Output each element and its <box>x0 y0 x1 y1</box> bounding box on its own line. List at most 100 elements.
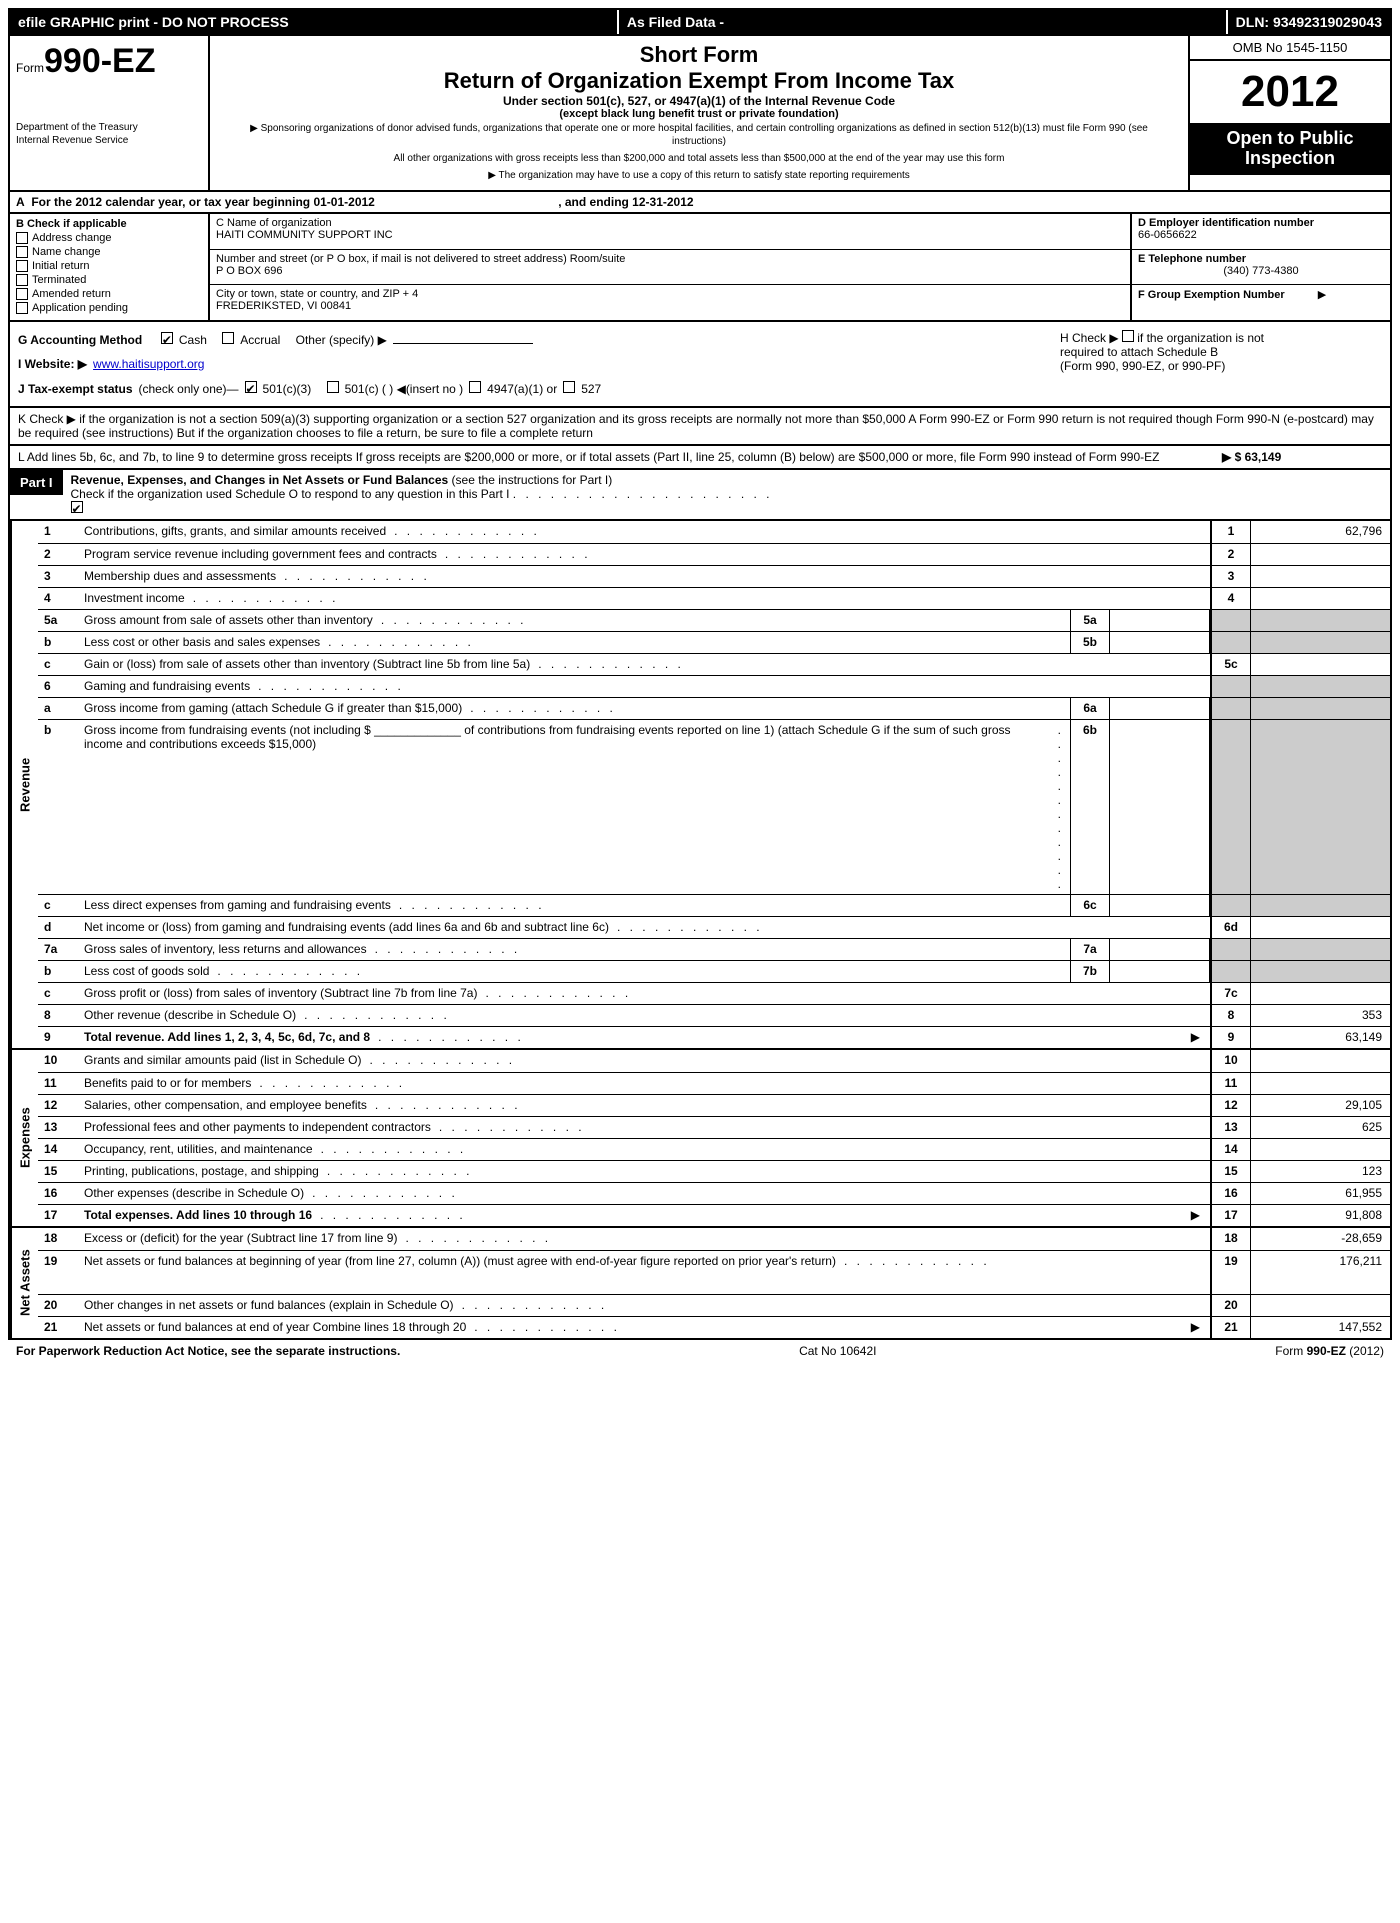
form-header: Form990-EZ Department of the Treasury In… <box>8 36 1392 192</box>
chk-amended[interactable] <box>16 288 28 300</box>
line-number: 18 <box>38 1228 78 1250</box>
line-desc: Gain or (loss) from sale of assets other… <box>78 654 1210 675</box>
line-desc: Salaries, other compensation, and employ… <box>78 1095 1210 1116</box>
line-desc: Gross profit or (loss) from sales of inv… <box>78 983 1210 1004</box>
line-amount <box>1250 917 1390 938</box>
line-number: b <box>38 720 78 894</box>
line-number: 19 <box>38 1251 78 1294</box>
line-mini-num: 7b <box>1070 961 1110 982</box>
open-public-1: Open to Public <box>1194 129 1386 149</box>
line-right-num: 19 <box>1210 1251 1250 1294</box>
line-amount: 353 <box>1250 1005 1390 1026</box>
line-desc: Total expenses. Add lines 10 through 16 … <box>78 1205 1210 1226</box>
line-desc: Net assets or fund balances at end of ye… <box>78 1317 1210 1338</box>
col-b-header: B Check if applicable <box>16 218 202 230</box>
line-row: 2Program service revenue including gover… <box>38 543 1390 565</box>
line-right-num: 1 <box>1210 521 1250 543</box>
side-expenses: Expenses <box>10 1050 38 1226</box>
part1-note: (see the instructions for Part I) <box>452 473 613 487</box>
form-number: 990-EZ <box>44 42 156 80</box>
row-h: H Check ▶ if the organization is not req… <box>1052 326 1382 402</box>
chk-501c[interactable] <box>327 381 339 393</box>
label-group: F Group Exemption Number <box>1138 289 1285 301</box>
line-right-num: 10 <box>1210 1050 1250 1072</box>
line-amount: 147,552 <box>1250 1317 1390 1338</box>
chk-h[interactable] <box>1122 330 1134 342</box>
line-row: 4Investment income . . . . . . . . . . .… <box>38 587 1390 609</box>
line-number: c <box>38 983 78 1004</box>
line-row: 19Net assets or fund balances at beginni… <box>38 1250 1390 1294</box>
line-number: 17 <box>38 1205 78 1226</box>
line-row: 3Membership dues and assessments . . . .… <box>38 565 1390 587</box>
line-right-num: 9 <box>1210 1027 1250 1048</box>
line-row: bLess cost or other basis and sales expe… <box>38 631 1390 653</box>
line-amount: 176,211 <box>1250 1251 1390 1294</box>
line-row: 9Total revenue. Add lines 1, 2, 3, 4, 5c… <box>38 1026 1390 1048</box>
line-mini-num: 5b <box>1070 632 1110 653</box>
line-amount <box>1250 654 1390 675</box>
line-desc: Gross amount from sale of assets other t… <box>78 610 1070 631</box>
line-desc: Contributions, gifts, grants, and simila… <box>78 521 1210 543</box>
line-row: 11Benefits paid to or for members . . . … <box>38 1072 1390 1094</box>
chk-terminated[interactable] <box>16 274 28 286</box>
website-link[interactable]: www.haitisupport.org <box>93 357 204 371</box>
line-amount <box>1250 961 1390 982</box>
chk-initial[interactable] <box>16 260 28 272</box>
footer-mid: Cat No 10642I <box>799 1344 876 1358</box>
chk-address[interactable] <box>16 232 28 244</box>
line-amount <box>1250 676 1390 697</box>
line-desc: Gaming and fundraising events . . . . . … <box>78 676 1210 697</box>
dept-irs: Internal Revenue Service <box>16 134 202 147</box>
col-c: C Name of organization HAITI COMMUNITY S… <box>210 214 1130 320</box>
line-amount <box>1250 895 1390 916</box>
line-amount: 29,105 <box>1250 1095 1390 1116</box>
line-desc: Excess or (deficit) for the year (Subtra… <box>78 1228 1210 1250</box>
line-mini-num: 5a <box>1070 610 1110 631</box>
line-right-num <box>1210 720 1250 894</box>
line-desc: Less direct expenses from gaming and fun… <box>78 895 1070 916</box>
line-mini-amt <box>1110 698 1210 719</box>
line-desc: Grants and similar amounts paid (list in… <box>78 1050 1210 1072</box>
chk-name[interactable] <box>16 246 28 258</box>
line-number: d <box>38 917 78 938</box>
line-row: 1Contributions, gifts, grants, and simil… <box>38 521 1390 543</box>
line-row: cGross profit or (loss) from sales of in… <box>38 982 1390 1004</box>
chk-501c3[interactable] <box>245 381 257 393</box>
line-desc: Other changes in net assets or fund bala… <box>78 1295 1210 1316</box>
row-l-amount: ▶ $ 63,149 <box>1222 450 1382 464</box>
line-number: 6 <box>38 676 78 697</box>
line-desc: Occupancy, rent, utilities, and maintena… <box>78 1139 1210 1160</box>
col-def: D Employer identification number 66-0656… <box>1130 214 1390 320</box>
line-row: 21Net assets or fund balances at end of … <box>38 1316 1390 1338</box>
line-row: cGain or (loss) from sale of assets othe… <box>38 653 1390 675</box>
line-row: 15Printing, publications, postage, and s… <box>38 1160 1390 1182</box>
chk-4947[interactable] <box>469 381 481 393</box>
chk-527[interactable] <box>563 381 575 393</box>
row-i-label: I Website: ▶ <box>18 357 87 371</box>
line-mini-num: 6a <box>1070 698 1110 719</box>
line-mini-num: 6c <box>1070 895 1110 916</box>
line-right-num <box>1210 895 1250 916</box>
line-right-num <box>1210 610 1250 631</box>
line-row: dNet income or (loss) from gaming and fu… <box>38 916 1390 938</box>
line-number: 4 <box>38 588 78 609</box>
chk-pending[interactable] <box>16 302 28 314</box>
line-number: 1 <box>38 521 78 543</box>
chk-part1-schedo[interactable] <box>71 501 83 513</box>
line-desc: Membership dues and assessments . . . . … <box>78 566 1210 587</box>
line-row: bGross income from fundraising events (n… <box>38 719 1390 894</box>
line-amount <box>1250 1295 1390 1316</box>
phone-value: (340) 773-4380 <box>1138 265 1384 277</box>
line-mini-amt <box>1110 895 1210 916</box>
line-number: a <box>38 698 78 719</box>
chk-cash[interactable] <box>161 332 173 344</box>
chk-accrual[interactable] <box>222 332 234 344</box>
label-orgname: C Name of organization <box>216 217 1124 229</box>
line-desc: Printing, publications, postage, and shi… <box>78 1161 1210 1182</box>
line-number: c <box>38 654 78 675</box>
line-desc: Gross sales of inventory, less returns a… <box>78 939 1070 960</box>
org-street: P O BOX 696 <box>216 265 1124 277</box>
line-number: 16 <box>38 1183 78 1204</box>
line-right-num: 8 <box>1210 1005 1250 1026</box>
line-right-num: 16 <box>1210 1183 1250 1204</box>
